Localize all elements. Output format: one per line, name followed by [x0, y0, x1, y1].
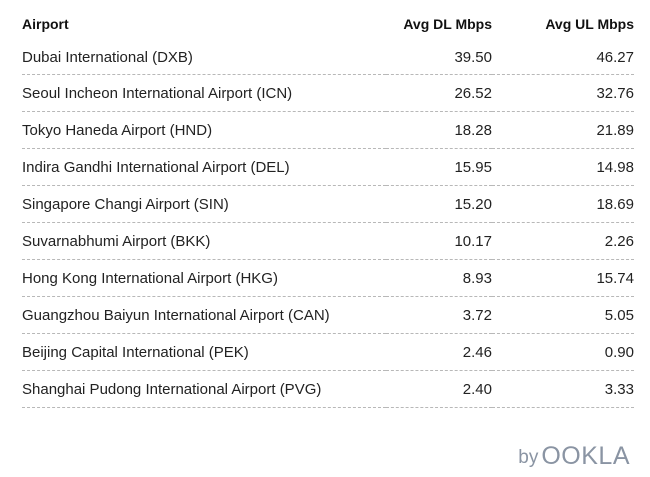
avg-dl-cell: 15.95 — [386, 148, 492, 186]
airport-name-cell: Suvarnabhumi Airport (BKK) — [22, 222, 386, 260]
airport-name-cell: Dubai International (DXB) — [22, 40, 386, 75]
header-row: Airport Avg DL Mbps Avg UL Mbps — [22, 8, 634, 40]
avg-ul-cell: 15.74 — [492, 259, 634, 297]
avg-dl-cell: 10.17 — [386, 222, 492, 260]
ookla-logo: OOKLA — [541, 442, 630, 470]
avg-dl-cell: 2.40 — [386, 370, 492, 408]
table-row: Indira Gandhi International Airport (DEL… — [22, 148, 634, 186]
table-header: Airport Avg DL Mbps Avg UL Mbps — [22, 8, 634, 40]
table-body: Dubai International (DXB) 39.50 46.27 Seoul… — [22, 40, 634, 408]
avg-ul-cell: 46.27 — [492, 40, 634, 75]
airport-name-cell: Singapore Changi Airport (SIN) — [22, 185, 386, 223]
avg-ul-cell: 5.05 — [492, 296, 634, 334]
airport-name-cell: Tokyo Haneda Airport (HND) — [22, 111, 386, 149]
table-row: Tokyo Haneda Airport (HND) 18.28 21.89 — [22, 111, 634, 149]
column-header-avg-dl: Avg DL Mbps — [403, 16, 492, 32]
table-row: Shanghai Pudong International Airport (P… — [22, 370, 634, 408]
data-table: Airport Avg DL Mbps Avg UL Mbps Dubai In… — [22, 8, 634, 408]
airport-name-cell: Guangzhou Baiyun International Airport (… — [22, 296, 386, 334]
avg-dl-cell: 15.20 — [386, 185, 492, 223]
table-row: Hong Kong International Airport (HKG) 8.9… — [22, 259, 634, 297]
avg-ul-cell: 21.89 — [492, 111, 634, 149]
avg-dl-cell: 39.50 — [386, 40, 492, 75]
column-header-airport: Airport — [22, 16, 69, 32]
airport-name-cell: Seoul Incheon International Airport (ICN… — [22, 74, 386, 112]
table-row: Beijing Capital International (PEK) 2.46 0… — [22, 333, 634, 371]
avg-dl-cell: 2.46 — [386, 333, 492, 371]
airport-name-cell: Shanghai Pudong International Airport (P… — [22, 370, 386, 408]
brand-by-text: by — [518, 447, 539, 468]
avg-ul-cell: 0.90 — [492, 333, 634, 371]
table-row: Seoul Incheon International Airport (ICN… — [22, 74, 634, 112]
airport-name-cell: Indira Gandhi International Airport (DEL… — [22, 148, 386, 186]
avg-dl-cell: 3.72 — [386, 296, 492, 334]
avg-dl-cell: 8.93 — [386, 259, 492, 297]
avg-ul-cell: 2.26 — [492, 222, 634, 260]
avg-ul-cell: 3.33 — [492, 370, 634, 408]
avg-ul-cell: 14.98 — [492, 148, 634, 186]
avg-ul-cell: 32.76 — [492, 74, 634, 112]
avg-dl-cell: 18.28 — [386, 111, 492, 149]
ookla-branding: by OOKLA — [518, 443, 630, 469]
airport-name-cell: Hong Kong International Airport (HKG) — [22, 259, 386, 297]
table-row: Singapore Changi Airport (SIN) 15.20 18.69 — [22, 185, 634, 223]
avg-dl-cell: 26.52 — [386, 74, 492, 112]
airport-speed-table: Airport Avg DL Mbps Avg UL Mbps Dubai In… — [22, 8, 634, 408]
table-row: Dubai International (DXB) 39.50 46.27 — [22, 40, 634, 75]
table-row: Guangzhou Baiyun International Airport (… — [22, 296, 634, 334]
airport-name-cell: Beijing Capital International (PEK) — [22, 333, 386, 371]
table-row: Suvarnabhumi Airport (BKK) 10.17 2.26 — [22, 222, 634, 260]
column-header-avg-ul: Avg UL Mbps — [545, 16, 634, 32]
avg-ul-cell: 18.69 — [492, 185, 634, 223]
